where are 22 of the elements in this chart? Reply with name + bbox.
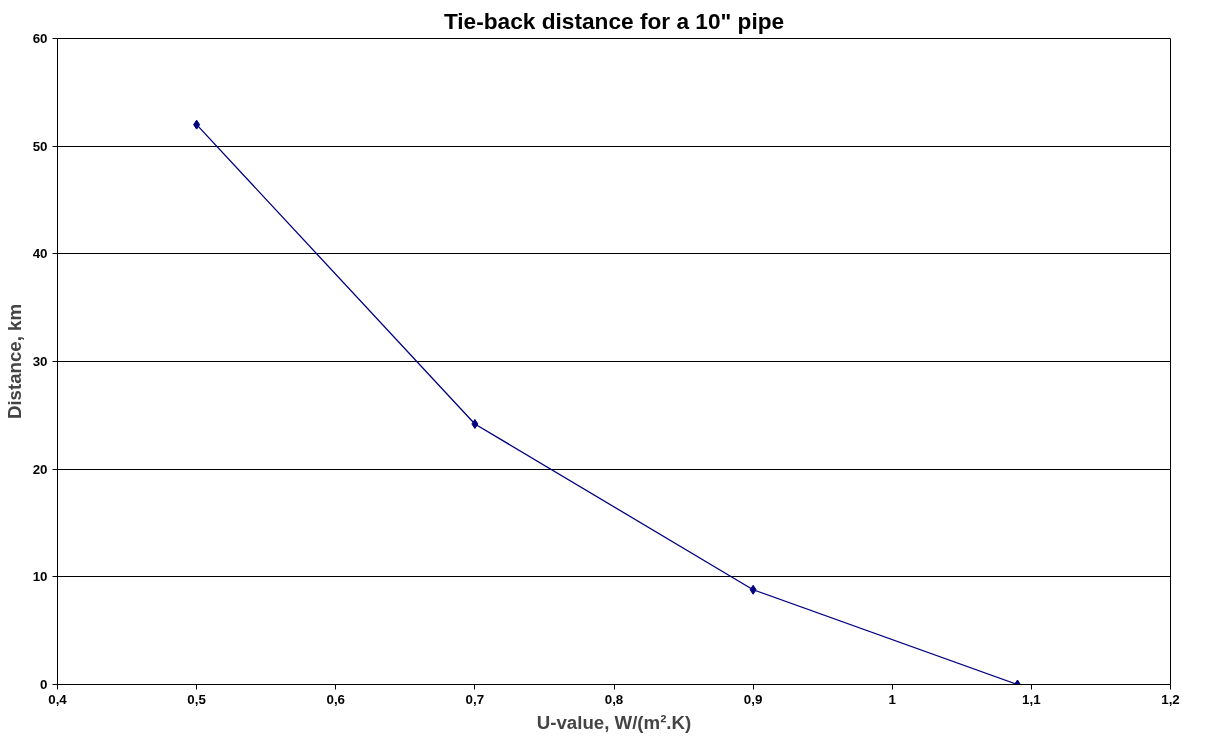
y-tick-label: 40 <box>32 246 48 262</box>
x-tick-label: 1,2 <box>1161 691 1180 707</box>
x-tick-label: 0,6 <box>326 691 346 707</box>
chart-title: Tie-back distance for a 10" pipe <box>443 7 785 34</box>
y-tick-label: 60 <box>32 31 48 46</box>
y-tick-label: 30 <box>32 354 48 369</box>
x-tick-label: 0,7 <box>465 691 485 707</box>
x-tick-label: 0,9 <box>743 691 763 707</box>
y-axis-title: Distance, km <box>3 303 25 420</box>
point <box>749 584 757 595</box>
y-tick-label: 0 <box>40 677 48 692</box>
x-axis-title: U-value, W/(m².K) <box>536 711 692 733</box>
x-tick-label: 0,4 <box>48 691 68 707</box>
y-tick-label: 20 <box>32 461 48 477</box>
x-tick-label: 0,5 <box>187 691 207 707</box>
point <box>471 418 479 429</box>
point <box>193 119 201 130</box>
y-tick-label: 50 <box>32 138 48 154</box>
y-tick-label: 10 <box>32 569 48 585</box>
x-tick-label: 1 <box>888 691 897 707</box>
x-tick-label: 0,8 <box>604 691 624 707</box>
x-tick-label: 1,1 <box>1022 691 1042 707</box>
